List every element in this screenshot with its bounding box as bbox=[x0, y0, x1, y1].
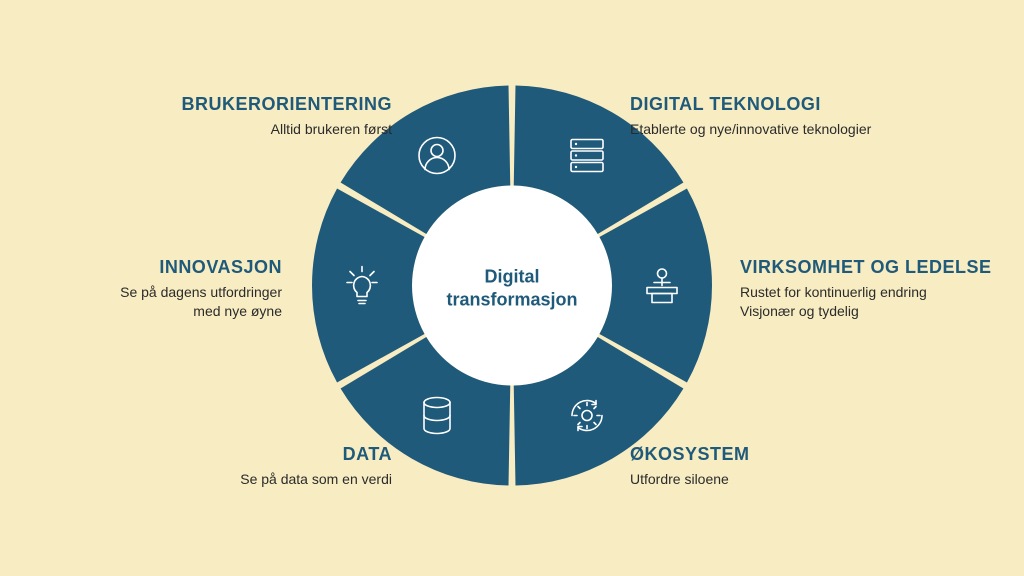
database-icon bbox=[417, 393, 457, 442]
segment-title: DIGITAL TEKNOLOGI bbox=[630, 92, 871, 116]
segment-title: DATA bbox=[240, 442, 392, 466]
segment-subtitle: Rustet for kontinuerlig endring bbox=[740, 283, 992, 302]
segment-label-virksomhet-ledelse: VIRKSOMHET OG LEDELSE Rustet for kontinue… bbox=[740, 255, 992, 321]
segment-title: VIRKSOMHET OG LEDELSE bbox=[740, 255, 992, 279]
segment-subtitle: med nye øyne bbox=[120, 302, 282, 321]
center-line2: transformasjon bbox=[446, 288, 577, 311]
segment-subtitle: Alltid brukeren først bbox=[181, 120, 392, 139]
bulb-icon bbox=[341, 263, 383, 314]
segment-subtitle: Etablerte og nye/innovative teknologier bbox=[630, 120, 871, 139]
segment-label-brukerorientering: BRUKERORIENTERING Alltid brukeren først bbox=[181, 92, 392, 139]
segment-title: INNOVASJON bbox=[120, 255, 282, 279]
wheel-center-label: Digital transformasjon bbox=[446, 266, 577, 311]
segment-title: BRUKERORIENTERING bbox=[181, 92, 392, 116]
server-icon bbox=[565, 134, 609, 183]
speaker-icon bbox=[639, 263, 685, 314]
segment-label-innovasjon: INNOVASJON Se på dagens utfordringermed n… bbox=[120, 255, 282, 321]
gear-cycle-icon bbox=[564, 392, 610, 443]
segment-label-data: DATA Se på data som en verdi bbox=[240, 442, 392, 489]
segment-label-okosystem: ØKOSYSTEM Utfordre siloene bbox=[630, 442, 750, 489]
center-line1: Digital bbox=[446, 266, 577, 289]
segment-subtitle: Utfordre siloene bbox=[630, 470, 750, 489]
segment-subtitle: Se på dagens utfordringer bbox=[120, 283, 282, 302]
segment-subtitle: Se på data som en verdi bbox=[240, 470, 392, 489]
user-icon bbox=[414, 133, 460, 184]
segment-subtitle: Visjonær og tydelig bbox=[740, 302, 992, 321]
segment-label-digital-teknologi: DIGITAL TEKNOLOGI Etablerte og nye/innova… bbox=[630, 92, 871, 139]
segment-title: ØKOSYSTEM bbox=[630, 442, 750, 466]
